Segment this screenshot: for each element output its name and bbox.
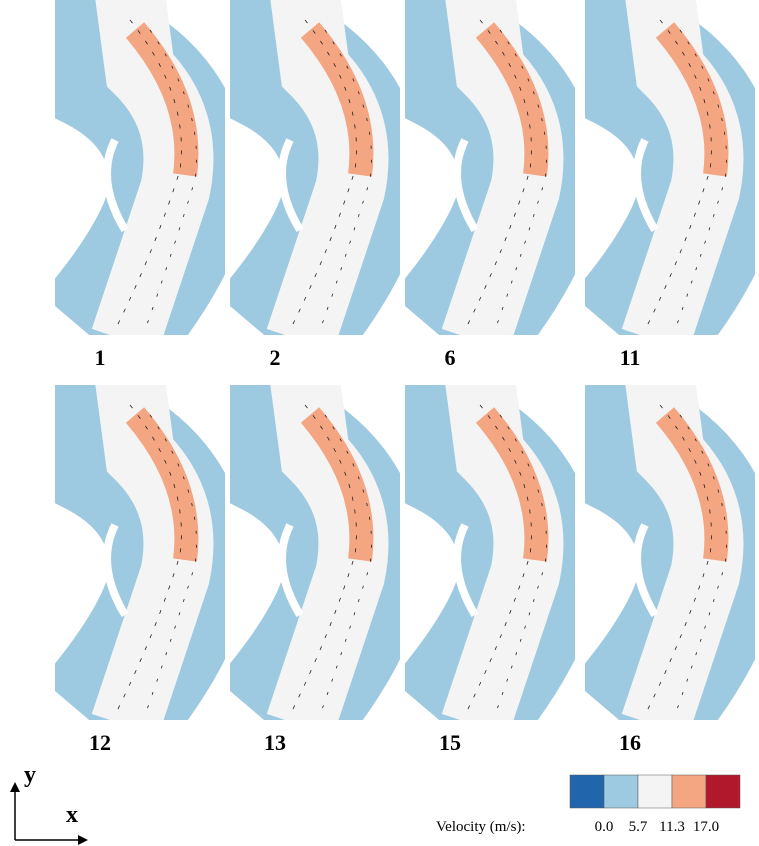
velocity-field bbox=[625, 380, 727, 725]
flow-panel bbox=[270, 0, 372, 340]
velocity-field bbox=[625, 0, 727, 340]
flow-panel bbox=[625, 0, 727, 340]
colorbar-swatch bbox=[569, 774, 605, 809]
x-axis-label: x bbox=[66, 802, 78, 828]
colorbar-swatch bbox=[705, 774, 741, 809]
flow-panel bbox=[445, 380, 547, 725]
coordinate-axes: y x bbox=[10, 762, 88, 845]
panel-label: 16 bbox=[619, 730, 641, 755]
y-axis-label: y bbox=[24, 762, 36, 788]
colorbar-swatch bbox=[603, 774, 639, 809]
colorbar-tick-label: 5.7 bbox=[629, 819, 648, 835]
colorbar-tick-label: 0.0 bbox=[595, 819, 614, 835]
panel-label: 11 bbox=[620, 345, 641, 370]
legend: Velocity (m/s): 0.0 5.7 11.3 17.0 bbox=[436, 774, 741, 835]
panel-label: 6 bbox=[445, 345, 456, 370]
flow-panel bbox=[625, 380, 727, 725]
panel-label: 2 bbox=[270, 345, 281, 370]
flow-panel bbox=[95, 380, 197, 725]
colorbar-tick-label: 17.0 bbox=[693, 819, 719, 835]
flow-panel bbox=[270, 380, 372, 725]
panel-label: 1 bbox=[95, 345, 106, 370]
velocity-field bbox=[95, 380, 197, 725]
velocity-field bbox=[445, 380, 547, 725]
velocity-field bbox=[270, 0, 372, 340]
colorbar-tick-label: 11.3 bbox=[659, 819, 685, 835]
flow-panel bbox=[95, 0, 197, 340]
panel-label: 12 bbox=[89, 730, 111, 755]
velocity-field bbox=[95, 0, 197, 340]
velocity-field bbox=[270, 380, 372, 725]
colorbar-swatch bbox=[671, 774, 707, 809]
panel-label: 15 bbox=[439, 730, 461, 755]
velocity-field bbox=[445, 0, 547, 340]
colorbar-swatch bbox=[637, 774, 673, 809]
panel-label: 13 bbox=[264, 730, 286, 755]
flow-panel bbox=[445, 0, 547, 340]
legend-title: Velocity (m/s): bbox=[436, 819, 526, 835]
